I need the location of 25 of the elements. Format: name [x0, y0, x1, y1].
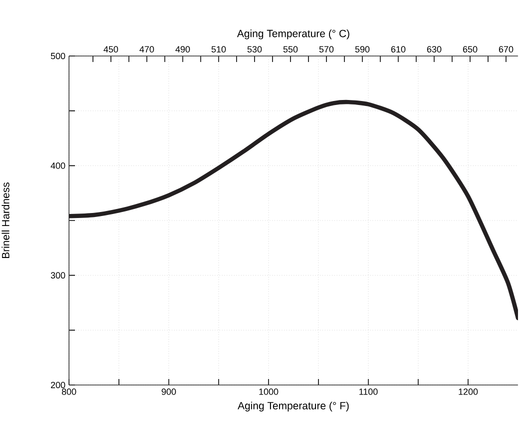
x-tick-label: 1000: [259, 388, 278, 395]
y-tick-label: 200: [50, 382, 66, 388]
x2-tick-label: 470: [140, 46, 154, 52]
y-tick-label: 500: [50, 52, 66, 60]
y-tick-label: 400: [50, 162, 66, 169]
x2-tick-label: 610: [391, 46, 406, 52]
x-tick-label: 1200: [458, 388, 478, 395]
x2-tick-label: 550: [283, 46, 298, 52]
x2-tick-label: 490: [175, 46, 190, 52]
x2-tick-label: 670: [499, 46, 514, 52]
line-series: [69, 100, 518, 320]
x-tick-label: 800: [62, 388, 76, 395]
x-tick-label: 1100: [359, 388, 378, 395]
x2-tick-label: 510: [212, 46, 226, 52]
x-axis-title: Aging Temperature (° F): [238, 402, 349, 412]
x2-tick-label: 530: [247, 46, 262, 52]
x-tick-label: 900: [162, 388, 176, 395]
x2-tick-label: 630: [427, 46, 442, 52]
x2-axis-title: Aging Temperature (° C): [237, 30, 350, 40]
x2-tick-label: 650: [463, 46, 478, 52]
y-axis-title: Brinell Hardness: [2, 182, 10, 258]
y-tick-label: 300: [50, 272, 66, 279]
x2-tick-label: 450: [104, 46, 118, 52]
x2-tick-label: 590: [355, 46, 370, 52]
x2-tick-label: 570: [319, 46, 334, 52]
